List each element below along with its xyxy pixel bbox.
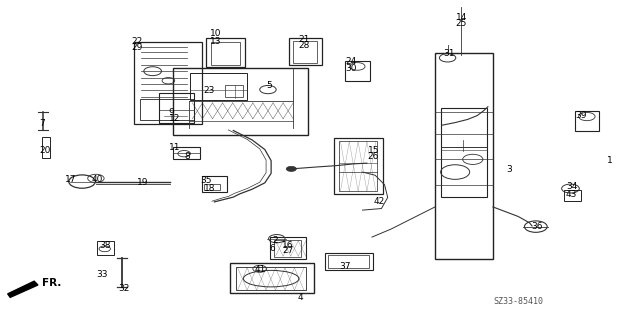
Text: 43: 43 (566, 190, 577, 199)
Bar (563, 190, 580, 201)
Text: 22: 22 (131, 36, 142, 45)
Text: SZ33-85410: SZ33-85410 (493, 297, 543, 306)
Bar (339, 141, 377, 191)
Text: 5: 5 (266, 81, 272, 90)
Bar (441, 108, 487, 197)
Text: 20: 20 (40, 146, 51, 155)
Text: 15: 15 (368, 146, 379, 155)
Text: 25: 25 (456, 19, 467, 28)
Text: 3: 3 (506, 165, 511, 174)
Text: 35: 35 (201, 176, 212, 185)
Text: 1: 1 (606, 156, 613, 164)
Bar (140, 99, 194, 120)
Bar (345, 61, 370, 81)
Bar (225, 85, 243, 97)
Text: 40: 40 (92, 174, 103, 184)
Text: 18: 18 (204, 184, 215, 193)
Text: 6: 6 (270, 244, 275, 253)
Polygon shape (8, 281, 38, 297)
Text: 24: 24 (346, 57, 357, 66)
Text: 9: 9 (168, 108, 175, 117)
Text: 30: 30 (346, 63, 357, 73)
Text: 23: 23 (204, 86, 215, 95)
Bar (204, 184, 220, 190)
Text: 21: 21 (298, 35, 310, 44)
Bar (575, 111, 599, 131)
Text: 37: 37 (339, 262, 351, 271)
Text: 27: 27 (282, 246, 294, 255)
Text: 4: 4 (298, 292, 304, 301)
Text: 28: 28 (298, 41, 310, 50)
Text: 39: 39 (575, 111, 587, 120)
Text: 29: 29 (131, 43, 142, 52)
Text: 8: 8 (184, 152, 190, 161)
Text: 13: 13 (210, 36, 222, 45)
Bar (134, 42, 202, 124)
Circle shape (286, 166, 296, 172)
Text: 14: 14 (456, 13, 467, 22)
Text: 38: 38 (99, 241, 111, 250)
Bar (211, 42, 240, 65)
Bar (289, 37, 322, 66)
Text: 17: 17 (65, 174, 77, 184)
Bar (236, 267, 306, 290)
Text: 31: 31 (443, 49, 454, 58)
Text: 42: 42 (374, 197, 385, 206)
Bar (230, 263, 314, 292)
Text: FR.: FR. (42, 278, 62, 288)
Text: 41: 41 (254, 265, 265, 274)
Text: 36: 36 (531, 222, 543, 231)
Text: 32: 32 (118, 284, 130, 293)
Text: 11: 11 (169, 143, 180, 152)
Bar (435, 53, 493, 259)
Text: 19: 19 (137, 178, 149, 187)
Text: 33: 33 (96, 270, 108, 279)
Bar (173, 147, 200, 159)
Bar (42, 137, 50, 158)
Bar (274, 240, 301, 257)
Bar (325, 253, 373, 270)
Bar (292, 41, 316, 63)
Text: 2: 2 (273, 236, 279, 245)
Bar (328, 255, 369, 268)
Bar (159, 93, 194, 123)
Text: 34: 34 (566, 182, 577, 191)
Bar (173, 68, 308, 135)
Bar (202, 176, 227, 192)
Bar (97, 241, 113, 254)
Bar (334, 138, 383, 194)
Bar (191, 73, 247, 100)
Text: 12: 12 (169, 114, 180, 123)
Bar (270, 237, 306, 259)
Text: 7: 7 (39, 119, 45, 128)
Text: 26: 26 (368, 152, 379, 161)
Bar (206, 38, 245, 68)
Text: 10: 10 (210, 28, 222, 38)
Text: 16: 16 (282, 241, 294, 250)
